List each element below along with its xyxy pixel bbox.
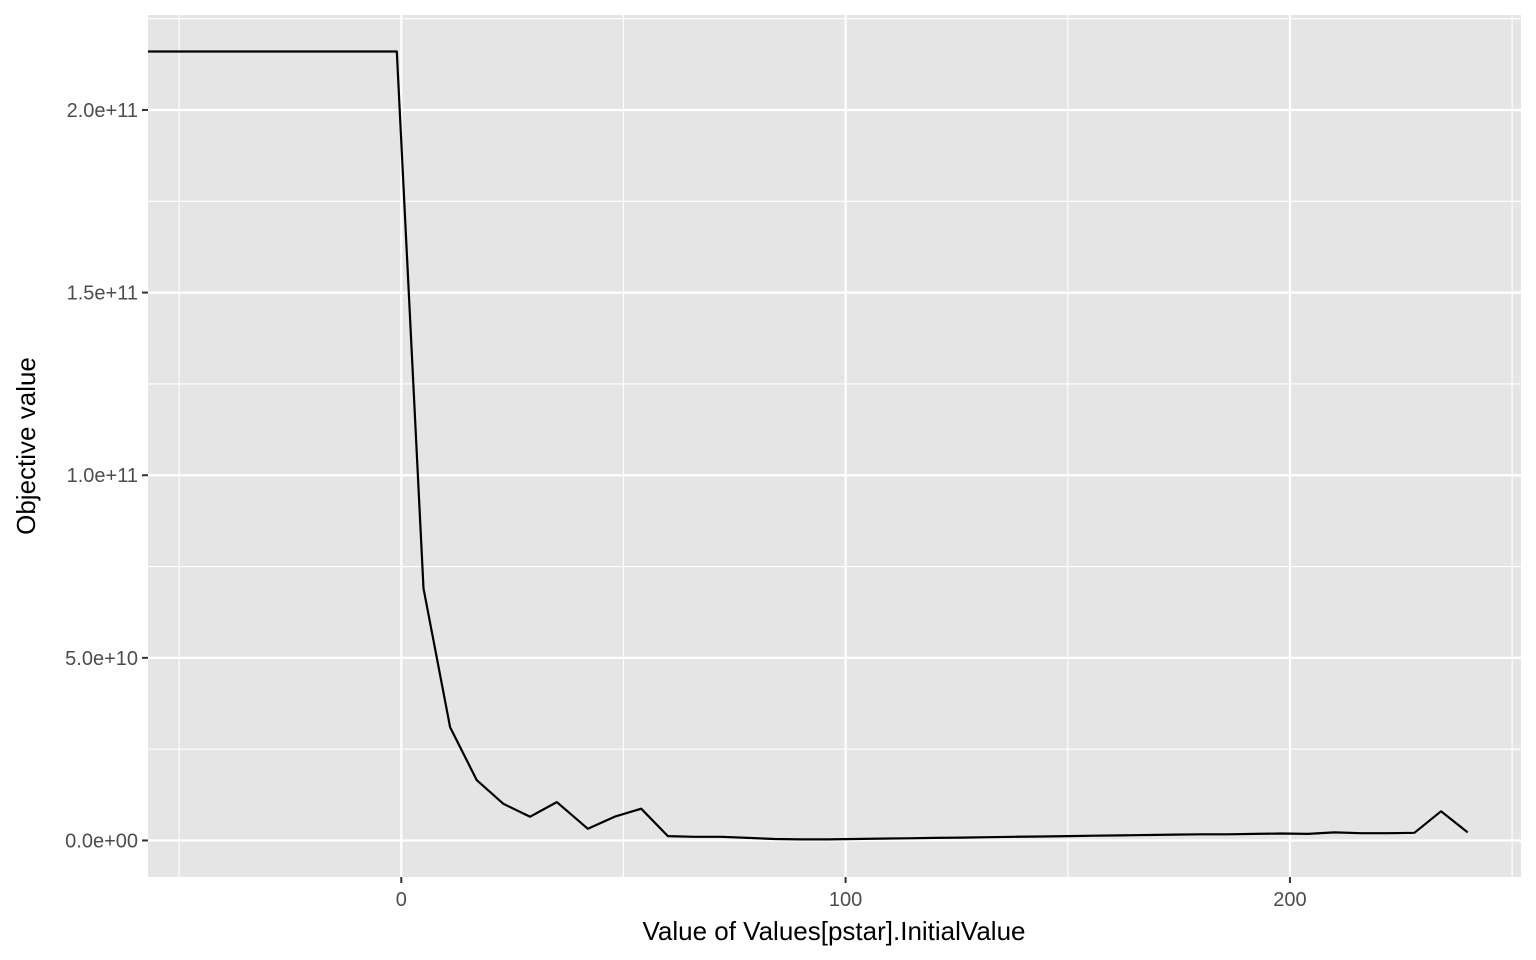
y-tick-label: 1.5e+11 — [67, 283, 138, 305]
y-axis-title: Objective value — [11, 357, 41, 535]
grid-major — [148, 15, 1521, 877]
y-tick-label: 5.0e+10 — [65, 648, 138, 670]
y-tick-label: 2.0e+11 — [67, 100, 138, 122]
x-tick-label: 200 — [1273, 889, 1306, 911]
plot-panel — [148, 15, 1521, 877]
series-line — [148, 50, 1469, 841]
y-tick-label: 1.0e+11 — [67, 465, 138, 487]
x-axis: 0 100 200 — [396, 877, 1307, 911]
y-axis: 0.0e+00 5.0e+10 1.0e+11 1.5e+11 2.0e+11 — [65, 100, 148, 852]
y-tick-label: 0.0e+00 — [65, 830, 138, 852]
x-axis-title: Value of Values[pstar].InitialValue — [642, 916, 1025, 946]
x-tick-label: 0 — [396, 889, 407, 911]
grid-minor — [148, 15, 1521, 877]
x-tick-label: 100 — [829, 889, 862, 911]
